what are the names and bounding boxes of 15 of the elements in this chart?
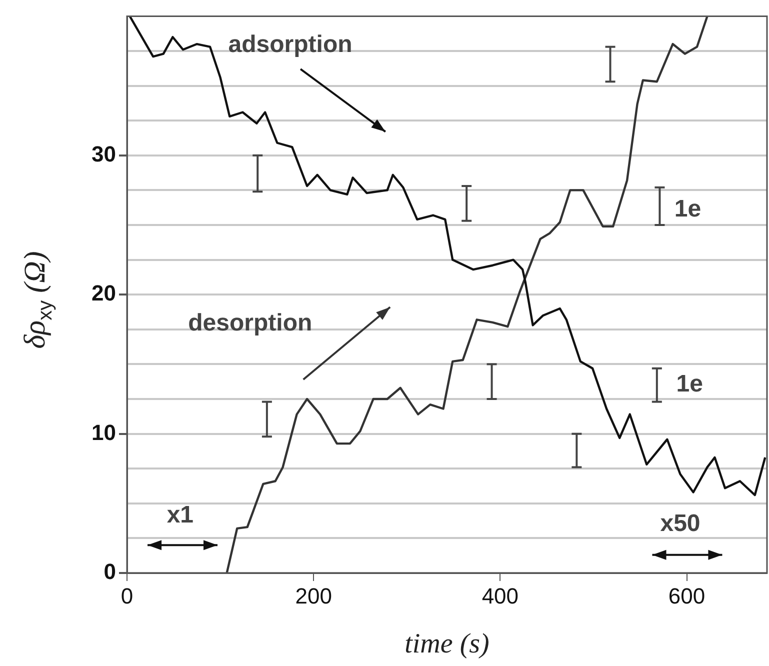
annotation: x50 xyxy=(660,510,700,537)
annotation: desorption xyxy=(188,309,312,336)
x-tick-label: 200 xyxy=(295,583,332,608)
annotation: 1e xyxy=(674,195,702,222)
annotation: adsorption xyxy=(228,31,352,58)
y-tick-label: 20 xyxy=(92,280,116,306)
annotation: x1 xyxy=(166,502,194,529)
x-tick-label: 0 xyxy=(120,583,134,608)
y-tick-label: 30 xyxy=(92,141,116,166)
x-axis-title: time (s) xyxy=(404,628,490,660)
y-tick-label: 10 xyxy=(92,420,116,445)
annotation: 1e xyxy=(676,370,703,398)
x-tick-label: 600 xyxy=(668,583,706,608)
x-tick-label: 400 xyxy=(482,583,519,608)
y-tick-label: 0 xyxy=(104,559,116,584)
